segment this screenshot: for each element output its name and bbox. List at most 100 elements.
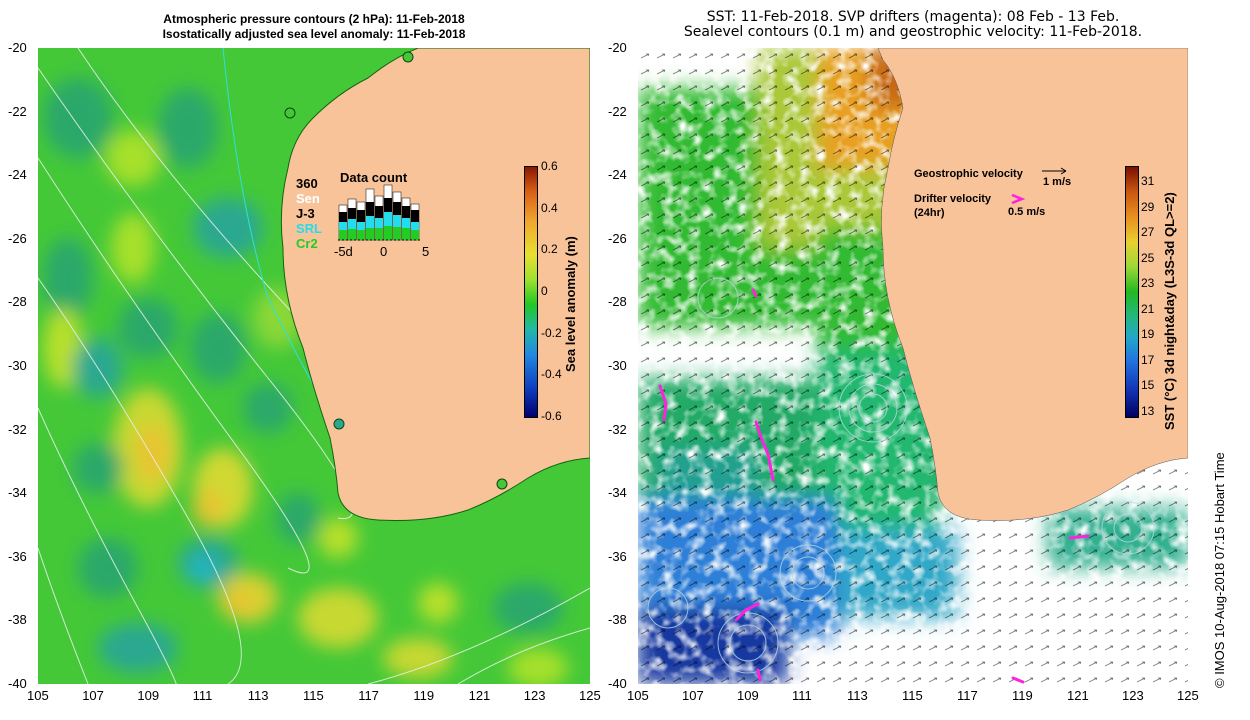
colorbar-tick-label: 25 <box>1141 250 1155 265</box>
tide-gauge-marker <box>284 107 296 119</box>
data-count-chart <box>338 184 422 241</box>
colorbar-tick-label: 0.4 <box>541 200 558 215</box>
data-count-xtick: -5d <box>334 244 353 259</box>
latitude-tick-label: -34 <box>608 485 627 501</box>
colorbar-tick-label: 0.6 <box>541 159 558 173</box>
longitude-tick-label: 109 <box>737 688 759 703</box>
colorbar-tick-label: 19 <box>1141 327 1155 342</box>
colorbar-tick-label: 15 <box>1141 378 1155 393</box>
legend-j3: J-3 <box>296 206 315 221</box>
latitude-tick-label: -20 <box>608 40 627 55</box>
colorbar-tick-label: 0.2 <box>541 242 558 257</box>
sst-colorbar <box>1125 166 1139 418</box>
tide-gauge-marker <box>496 478 508 490</box>
sea-level-anomaly-map[interactable] <box>38 48 590 684</box>
latitude-tick-label: -28 <box>8 294 27 310</box>
latitude-tick-label: -26 <box>608 230 627 246</box>
drifter-velocity-period: (24hr) <box>914 207 945 219</box>
longitude-tick-label: 125 <box>579 688 601 703</box>
colorbar-tick-label: -0.4 <box>541 367 562 382</box>
latitude-tick-label: -32 <box>8 421 27 437</box>
latitude-tick-label: -40 <box>8 676 27 691</box>
longitude-tick-label: 119 <box>413 688 435 703</box>
colorbar-tick-label: -0.2 <box>541 325 562 340</box>
latitude-tick-label: -20 <box>8 40 27 55</box>
longitude-tick-label: 107 <box>682 688 704 703</box>
longitude-tick-label: 105 <box>627 688 649 703</box>
sst-map[interactable] <box>638 48 1188 684</box>
data-count-legend: 360 Sen J-3 SRL Cr2 <box>296 176 322 251</box>
colorbar-tick-label: 31 <box>1141 174 1155 188</box>
legend-srl: SRL <box>296 221 322 236</box>
longitude-tick-label: 109 <box>137 688 160 703</box>
latitude-tick-label: -34 <box>8 485 27 501</box>
drifter-scale-arrow <box>1011 193 1026 205</box>
tide-gauge-marker <box>333 418 345 430</box>
latitude-tick-label: -40 <box>608 676 627 691</box>
geostrophic-velocity-legend: Geostrophic velocity <box>914 168 1023 180</box>
left-title-line2: Isostatically adjusted sea level anomaly… <box>162 27 466 41</box>
colorbar-tick-label: 27 <box>1141 225 1155 240</box>
latitude-tick-label: -30 <box>8 358 27 373</box>
latitude-tick-label: -22 <box>8 103 27 119</box>
sealevel-contours <box>647 277 1155 674</box>
australia-landmass <box>280 48 590 522</box>
colorbar-tick-label: 29 <box>1141 199 1155 214</box>
data-count-xtick: 5 <box>422 244 430 259</box>
longitude-tick-label: 111 <box>192 688 213 703</box>
latitude-tick-label: -36 <box>8 548 27 564</box>
left-title-line1: Atmospheric pressure contours (2 hPa): 1… <box>163 12 465 26</box>
latitude-tick-label: -28 <box>608 294 627 310</box>
longitude-tick-label: 119 <box>1012 688 1033 703</box>
sla-colorbar-label: Sea level anomaly (m) <box>563 236 578 372</box>
latitude-tick-label: -26 <box>8 230 27 246</box>
colorbar-tick-label: 0 <box>541 284 548 298</box>
right-title-line1: SST: 11-Feb-2018. SVP drifters (magenta)… <box>706 9 1120 25</box>
longitude-tick-label: 107 <box>82 688 104 703</box>
right-title-line2: Sealevel contours (0.1 m) and geostrophi… <box>683 24 1143 40</box>
longitude-tick-label: 117 <box>957 688 978 703</box>
drifter-scale-label: 0.5 m/s <box>1008 206 1046 218</box>
data-count-xtick: 0 <box>380 244 388 259</box>
latitude-tick-label: -24 <box>608 167 627 183</box>
imos-credit: © IMOS 10-Aug-2018 07:15 Hobart Time <box>1212 452 1227 688</box>
colorbar-tick-label: 21 <box>1141 301 1155 316</box>
latitude-tick-label: -22 <box>608 103 627 119</box>
left-map-title: Atmospheric pressure contours (2 hPa): 1… <box>38 12 590 42</box>
data-count-bars <box>338 184 420 241</box>
latitude-tick-label: -32 <box>608 421 627 437</box>
drifter-velocity-legend: Drifter velocity <box>914 193 992 205</box>
longitude-tick-label: 111 <box>792 688 812 703</box>
sst-map-canvas <box>638 48 1188 684</box>
longitude-tick-label: 123 <box>523 688 546 703</box>
geostrophic-scale-arrow <box>1042 167 1067 175</box>
longitude-tick-label: 115 <box>902 688 923 703</box>
svp-drifter-tracks <box>658 288 1090 684</box>
data-count-title: Data count <box>340 170 408 185</box>
legend-cr2: Cr2 <box>296 236 318 251</box>
longitude-tick-label: 121 <box>1067 688 1089 703</box>
sla-colorbar <box>524 166 538 418</box>
australia-landmass <box>877 48 1188 521</box>
latitude-tick-label: -24 <box>8 167 27 183</box>
longitude-tick-label: 123 <box>1122 688 1144 703</box>
sla-map-canvas <box>38 48 590 684</box>
longitude-tick-label: 113 <box>247 688 269 703</box>
colorbar-tick-label: 13 <box>1141 404 1155 418</box>
latitude-tick-label: -38 <box>608 612 627 628</box>
longitude-tick-label: 117 <box>358 688 379 703</box>
sla-anomaly-blobs <box>43 78 568 684</box>
longitude-tick-label: 121 <box>468 688 491 703</box>
sst-colorbar-label: SST (°C) 3d night&day (L3S-3d QL>=2) <box>1162 192 1177 430</box>
longitude-tick-label: 105 <box>27 688 49 703</box>
longitude-tick-label: 125 <box>1177 688 1199 703</box>
tide-gauge-marker <box>402 51 414 63</box>
colorbar-tick-label: -0.6 <box>541 409 562 423</box>
latitude-tick-label: -30 <box>608 358 627 373</box>
latitude-tick-label: -36 <box>608 548 627 564</box>
colorbar-tick-label: 23 <box>1141 276 1155 291</box>
legend-360: 360 <box>296 176 318 191</box>
latitude-tick-label: -38 <box>8 612 27 628</box>
longitude-tick-label: 115 <box>303 688 324 703</box>
geostrophic-scale-label: 1 m/s <box>1043 176 1072 188</box>
